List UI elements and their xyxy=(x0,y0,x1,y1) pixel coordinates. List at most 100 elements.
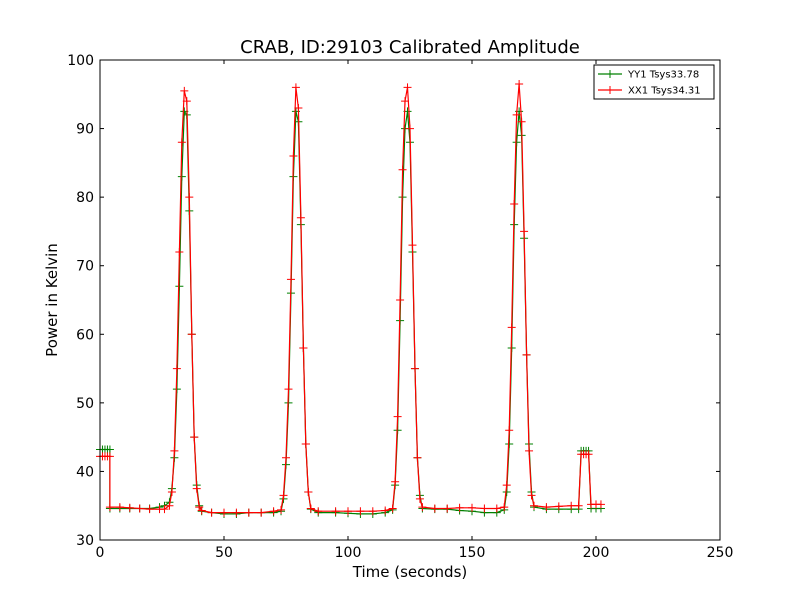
x-tick-label: 200 xyxy=(583,545,610,561)
data-point xyxy=(105,445,114,454)
data-point xyxy=(520,227,529,236)
data-point xyxy=(554,502,563,511)
data-point xyxy=(244,508,253,517)
data-point xyxy=(574,501,583,510)
data-point xyxy=(220,508,228,517)
data-point xyxy=(177,138,186,147)
data-point xyxy=(418,503,427,512)
data-point xyxy=(167,488,176,496)
y-tick-label: 60 xyxy=(76,327,94,343)
data-point xyxy=(125,503,134,512)
legend-marker xyxy=(606,86,614,94)
legend-item: YY1 Tsys33.78 xyxy=(598,70,699,81)
x-tick-label: 100 xyxy=(335,545,362,561)
legend-box xyxy=(593,64,715,100)
data-point xyxy=(480,504,489,513)
data-point xyxy=(182,97,191,106)
data-point xyxy=(177,172,186,181)
x-tick-label: 250 xyxy=(707,545,734,561)
y-tick-label: 90 xyxy=(76,122,94,138)
legend-label: YY1 Tsys33.78 xyxy=(627,70,699,81)
data-point xyxy=(190,433,199,442)
data-point xyxy=(314,507,323,516)
data-point xyxy=(398,165,407,174)
data-point xyxy=(165,501,174,510)
data-point xyxy=(145,505,154,514)
data-point xyxy=(115,503,124,512)
data-point xyxy=(381,506,390,515)
data-point xyxy=(187,330,196,339)
data-point xyxy=(304,488,313,496)
data-point xyxy=(517,117,526,126)
y-tick-label: 70 xyxy=(76,259,94,275)
data-point xyxy=(391,477,400,486)
legend: YY1 Tsys33.78 XX1 Tsys34.31 xyxy=(593,64,715,100)
data-point xyxy=(175,282,184,291)
y-axis-label: Power in Kelvin xyxy=(43,243,61,357)
plot-area xyxy=(96,80,605,518)
data-point xyxy=(279,491,288,500)
series-line xyxy=(100,83,601,514)
data-point xyxy=(296,213,305,222)
data-point xyxy=(396,296,405,304)
series-2 xyxy=(96,80,605,517)
data-point xyxy=(291,83,300,92)
data-point xyxy=(455,503,464,512)
data-point xyxy=(542,503,551,512)
data-point xyxy=(105,503,114,512)
data-point xyxy=(368,507,377,516)
x-axis-label: Time (seconds) xyxy=(352,563,468,581)
data-point xyxy=(299,344,308,352)
data-point xyxy=(525,446,534,455)
data-point xyxy=(257,508,266,517)
data-point xyxy=(301,440,310,448)
data-point xyxy=(502,481,511,490)
data-point xyxy=(415,494,424,503)
data-point xyxy=(515,80,524,88)
data-point xyxy=(282,453,290,462)
data-point xyxy=(430,504,439,513)
data-point xyxy=(306,504,315,513)
data-point xyxy=(170,446,179,455)
data-point xyxy=(443,504,452,513)
y-tick-label: 50 xyxy=(76,396,94,412)
x-tick-label: 50 xyxy=(215,545,233,561)
data-point xyxy=(294,104,303,112)
plot-frame xyxy=(99,59,721,541)
data-point xyxy=(269,507,278,516)
data-point xyxy=(175,248,184,256)
data-point xyxy=(527,491,536,500)
y-tick-label: 80 xyxy=(76,190,94,206)
data-point xyxy=(393,412,402,421)
data-point xyxy=(180,86,189,95)
data-point xyxy=(344,507,352,516)
data-point xyxy=(207,508,216,517)
x-tick-label: 0 xyxy=(96,545,105,561)
data-point xyxy=(232,508,241,517)
y-tick-label: 40 xyxy=(76,464,94,480)
data-point xyxy=(530,501,538,510)
data-point xyxy=(567,501,576,510)
legend-item: XX1 Tsys34.31 xyxy=(598,86,701,97)
data-point xyxy=(413,453,422,462)
axis-ticks: 0 50 100 150 200 250 30 40 50 60 70 80 90 100 xyxy=(67,53,733,561)
data-point xyxy=(505,426,514,435)
data-point xyxy=(286,275,295,284)
data-point xyxy=(135,504,144,513)
x-tick-label: 150 xyxy=(459,545,486,561)
data-point xyxy=(277,505,286,514)
data-point xyxy=(584,450,593,459)
data-point xyxy=(596,500,605,509)
legend-label: XX1 Tsys34.31 xyxy=(628,86,701,97)
data-point xyxy=(492,504,501,513)
data-point xyxy=(105,452,114,461)
data-point xyxy=(388,504,397,513)
data-point xyxy=(284,385,293,394)
chart-title: CRAB, ID:29103 Calibrated Amplitude xyxy=(240,37,580,58)
data-point xyxy=(512,110,521,119)
data-point xyxy=(468,503,476,512)
legend-marker xyxy=(606,70,614,78)
data-point xyxy=(185,193,194,202)
data-point xyxy=(289,152,298,160)
